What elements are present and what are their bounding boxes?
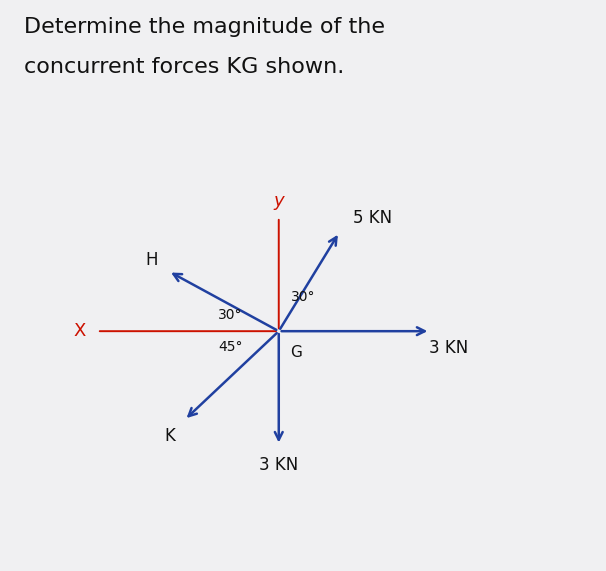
Text: X: X [74, 322, 86, 340]
Text: H: H [145, 251, 158, 269]
Text: 30°: 30° [291, 290, 315, 304]
Text: concurrent forces KG shown.: concurrent forces KG shown. [24, 57, 344, 77]
Text: Determine the magnitude of the: Determine the magnitude of the [24, 17, 385, 37]
Text: 45°: 45° [218, 340, 242, 354]
Text: 5 KN: 5 KN [353, 209, 392, 227]
Text: G: G [290, 345, 302, 360]
Text: K: K [164, 427, 175, 445]
Text: y: y [273, 192, 284, 210]
Text: 30°: 30° [218, 308, 242, 322]
Text: 3 KN: 3 KN [259, 456, 298, 475]
Text: 3 KN: 3 KN [429, 339, 468, 357]
